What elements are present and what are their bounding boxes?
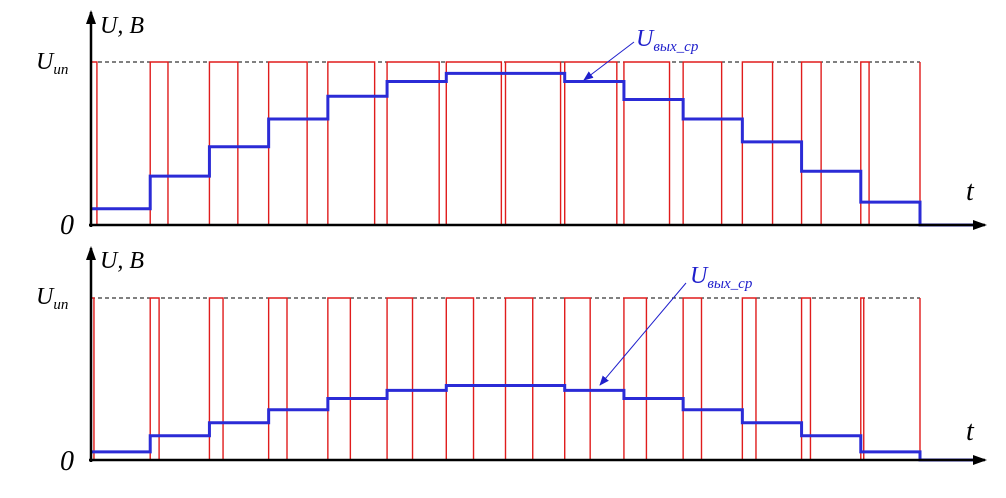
average-voltage-staircase-bottom (91, 383, 975, 462)
pwm-pulse-top-8 (504, 61, 565, 226)
pwm-pulse-top-14 (860, 61, 920, 226)
pwm-pulse-top-12 (741, 61, 802, 226)
pwm-pulse-top-4 (267, 61, 328, 226)
pwm-pulse-bottom-5 (327, 297, 388, 461)
average-voltage-staircase-top (91, 71, 975, 227)
y-tick-label-uip-top: Uип (36, 49, 68, 78)
y-tick-main-top: U (36, 49, 55, 75)
annotation-arrow-bottom (599, 282, 687, 386)
y-tick-sub-bottom: ип (53, 297, 68, 313)
pwm-pulse-top-7 (445, 61, 506, 226)
pwm-pulse-bottom-6 (386, 297, 447, 461)
annotation-arrow-top (583, 41, 635, 81)
annotation-main-top: U (636, 26, 655, 52)
y-tick-sub-top: ип (53, 62, 68, 78)
pwm-pulse-top-13 (800, 61, 861, 226)
annotation-label-top: Uвых_ср (636, 26, 699, 55)
pwm-pulse-top-9 (564, 61, 624, 226)
pwm-pulse-bottom-11 (682, 297, 743, 461)
annotation-main-bottom: U (690, 263, 709, 289)
pwm-pulse-bottom-12 (741, 297, 802, 461)
pwm-pulse-bottom-7 (445, 297, 506, 461)
pwm-pulse-bottom-8 (504, 297, 565, 461)
y-axis-label-top: U, B (100, 13, 144, 39)
y-tick-label-uip-bottom: Uип (36, 284, 68, 313)
pwm-pulse-top-10 (623, 61, 684, 226)
pwm-pulse-bottom-4 (267, 297, 328, 461)
annotation-sub-top: вых_ср (653, 39, 698, 55)
pwm-pulse-top-6 (386, 61, 447, 226)
pwm-pulse-top-3 (208, 61, 269, 226)
x-axis-label-top: t (966, 176, 975, 207)
pwm-pulse-bottom-10 (623, 297, 684, 461)
pwm-pulse-top-11 (682, 61, 743, 226)
pwm-pulse-top-1 (90, 61, 151, 226)
pwm-pulse-bottom-1 (90, 297, 151, 461)
annotation-sub-bottom: вых_ср (707, 276, 752, 292)
pwm-pulse-bottom-3 (208, 297, 269, 461)
pwm-pulse-bottom-9 (564, 297, 624, 461)
pwm-pulse-bottom-14 (860, 297, 920, 461)
annotation-label-bottom: Uвых_ср (690, 263, 753, 292)
panel-bottom: U, B t Uип 0 Uвых_ср (36, 248, 975, 477)
panel-top: U, B t Uип 0 Uвых_ср (36, 13, 975, 241)
chart-marks (86, 10, 987, 465)
y-tick-label-zero-bottom: 0 (60, 446, 74, 477)
pwm-pulse-top-2 (149, 61, 210, 226)
y-tick-main-bottom: U (36, 284, 55, 310)
pwm-pulse-top-5 (327, 61, 388, 226)
y-axis-label-bottom: U, B (100, 248, 144, 274)
y-tick-label-zero-top: 0 (60, 210, 74, 241)
x-axis-label-bottom: t (966, 416, 975, 447)
